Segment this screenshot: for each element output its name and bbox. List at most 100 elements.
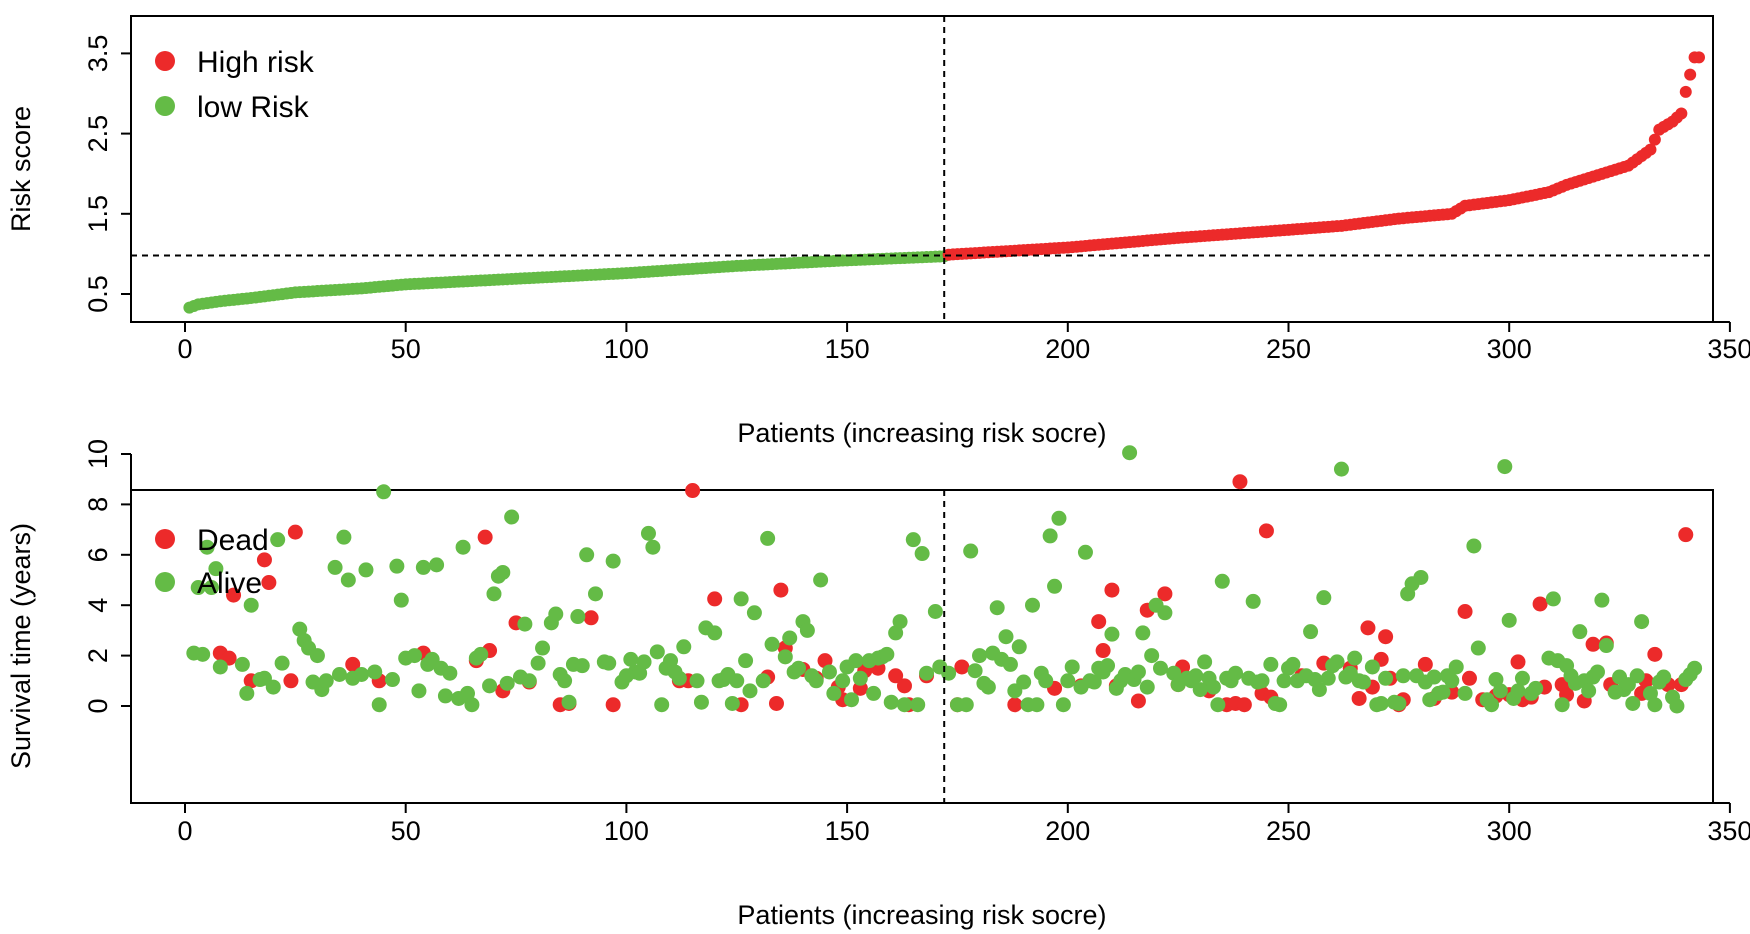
point-alive xyxy=(1444,673,1460,689)
point-high-risk xyxy=(1684,68,1697,81)
point-alive xyxy=(1139,679,1155,695)
point-alive xyxy=(967,663,983,679)
point-alive xyxy=(848,653,864,669)
point-alive xyxy=(905,532,921,548)
point-alive xyxy=(367,664,383,680)
point-dead xyxy=(1417,656,1433,672)
point-alive xyxy=(1272,697,1288,713)
point-alive xyxy=(632,665,648,681)
point-alive xyxy=(1086,674,1102,690)
point-alive xyxy=(588,586,603,602)
point-alive xyxy=(689,673,705,689)
point-alive xyxy=(808,673,824,689)
point-alive xyxy=(1245,593,1261,609)
risk-score-legend: High risk low Risk xyxy=(155,46,315,124)
point-alive xyxy=(1135,625,1151,641)
point-alive xyxy=(517,616,533,632)
point-alive xyxy=(1466,538,1482,554)
point-alive xyxy=(574,658,590,674)
point-alive xyxy=(746,605,762,621)
point-alive xyxy=(826,685,842,701)
point-alive xyxy=(1042,528,1058,544)
point-alive xyxy=(1333,461,1349,477)
risk-score-plot-frame xyxy=(130,15,1714,323)
x-tick-label: 150 xyxy=(825,816,870,846)
point-alive xyxy=(1364,659,1380,675)
legend-dead-label: Dead xyxy=(197,524,269,557)
point-alive xyxy=(1356,674,1372,690)
point-alive xyxy=(234,656,250,672)
point-alive xyxy=(1104,626,1120,642)
legend-alive-label: Alive xyxy=(197,567,262,600)
point-alive xyxy=(376,484,392,500)
point-alive xyxy=(1214,573,1230,589)
point-alive xyxy=(980,679,996,695)
point-alive xyxy=(1545,591,1561,607)
x-tick-label: 50 xyxy=(391,816,421,846)
point-alive xyxy=(1157,605,1173,621)
point-alive xyxy=(1572,624,1588,640)
point-alive xyxy=(676,639,692,655)
point-alive xyxy=(892,614,908,630)
point-high-risk xyxy=(1675,107,1688,120)
point-alive xyxy=(896,697,912,713)
point-alive xyxy=(1100,658,1116,674)
point-alive xyxy=(733,591,749,607)
point-alive xyxy=(813,572,829,588)
point-alive xyxy=(407,648,423,664)
y-tick-label: 6 xyxy=(83,547,113,562)
point-dead xyxy=(1095,643,1111,659)
point-alive xyxy=(1484,697,1500,713)
point-alive xyxy=(866,685,882,701)
point-dead xyxy=(283,673,299,689)
point-alive xyxy=(1205,679,1221,695)
point-dead xyxy=(256,552,272,568)
point-alive xyxy=(1470,640,1486,656)
point-dead xyxy=(773,582,789,598)
point-alive xyxy=(1055,697,1071,713)
point-alive xyxy=(1254,673,1270,689)
point-alive xyxy=(354,667,370,682)
point-alive xyxy=(460,685,475,701)
point-alive xyxy=(1413,569,1429,585)
x-tick-label: 200 xyxy=(1045,816,1090,846)
y-tick-label: 10 xyxy=(83,439,113,469)
point-alive xyxy=(764,636,780,652)
point-alive xyxy=(645,539,661,555)
point-alive xyxy=(415,559,431,575)
point-alive xyxy=(777,649,793,665)
point-alive xyxy=(1634,614,1650,630)
point-alive xyxy=(693,694,709,710)
risk-score-points xyxy=(183,51,1705,314)
point-alive xyxy=(561,694,577,710)
y-tick-label: 8 xyxy=(83,497,113,512)
y-tick-label: 1.5 xyxy=(83,195,113,233)
point-alive xyxy=(393,592,409,608)
point-alive xyxy=(927,604,943,619)
point-alive xyxy=(888,625,904,641)
point-alive xyxy=(1064,659,1080,675)
point-dead xyxy=(1130,693,1146,709)
point-dead xyxy=(1232,474,1248,490)
point-alive xyxy=(742,683,758,699)
risk-score-y-axis-title: Risk score xyxy=(6,106,36,232)
point-alive xyxy=(605,553,621,569)
point-alive xyxy=(1316,590,1332,606)
point-alive xyxy=(729,673,745,689)
point-alive xyxy=(636,654,652,670)
point-alive xyxy=(482,678,498,694)
point-alive xyxy=(239,685,255,701)
point-dead xyxy=(345,656,361,672)
point-dead xyxy=(817,653,833,669)
point-alive xyxy=(442,665,458,681)
point-dead xyxy=(1236,697,1252,713)
point-alive xyxy=(1598,638,1614,654)
point-dead xyxy=(1157,586,1173,602)
point-alive xyxy=(1391,695,1407,711)
legend-low-risk-marker xyxy=(155,96,175,116)
point-alive xyxy=(760,530,776,546)
point-alive xyxy=(504,509,520,525)
risk-score-y-axis: 0.5 1.5 2.5 3.5 xyxy=(83,35,132,313)
point-dead xyxy=(954,659,970,675)
point-alive xyxy=(1589,664,1605,680)
